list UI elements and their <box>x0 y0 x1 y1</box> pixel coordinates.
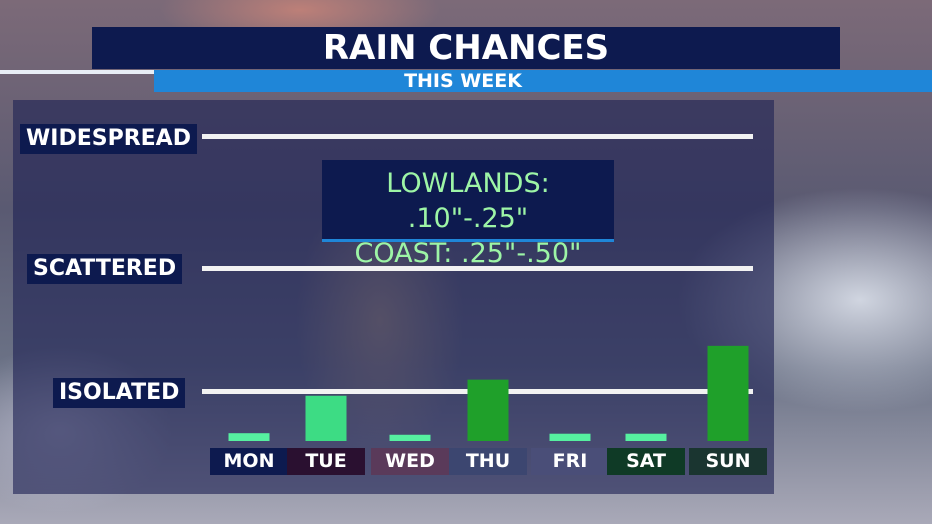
day-label-mon: MON <box>210 448 288 475</box>
day-label-fri: FRI <box>531 448 609 475</box>
bar-fri <box>549 433 591 441</box>
bar-wed <box>389 434 431 441</box>
gridline-widespread <box>202 134 753 139</box>
rain-amounts-box: LOWLANDS: .10"-.25" COAST: .25"-.50" <box>322 160 614 269</box>
gridline-scattered <box>202 266 753 271</box>
page-title: RAIN CHANCES <box>92 27 840 69</box>
bar-sat <box>625 433 667 441</box>
level-label-scattered: SCATTERED <box>27 254 183 284</box>
bar-thu <box>467 379 509 441</box>
amount-coast: COAST: .25"-.50" <box>354 238 582 269</box>
day-label-sat: SAT <box>607 448 685 475</box>
bar-sun <box>707 345 749 441</box>
day-label-wed: WED <box>371 448 449 475</box>
page-subtitle: THIS WEEK <box>154 70 932 92</box>
bar-mon <box>228 433 270 441</box>
level-label-isolated: ISOLATED <box>53 378 186 408</box>
day-label-sun: SUN <box>689 448 767 475</box>
day-label-thu: THU <box>449 448 527 475</box>
level-label-widespread: WIDESPREAD <box>20 124 197 154</box>
bar-tue <box>305 395 347 441</box>
amount-lowlands: LOWLANDS: .10"-.25" <box>386 168 550 234</box>
day-label-tue: TUE <box>287 448 365 475</box>
header-accent-line <box>0 70 154 74</box>
